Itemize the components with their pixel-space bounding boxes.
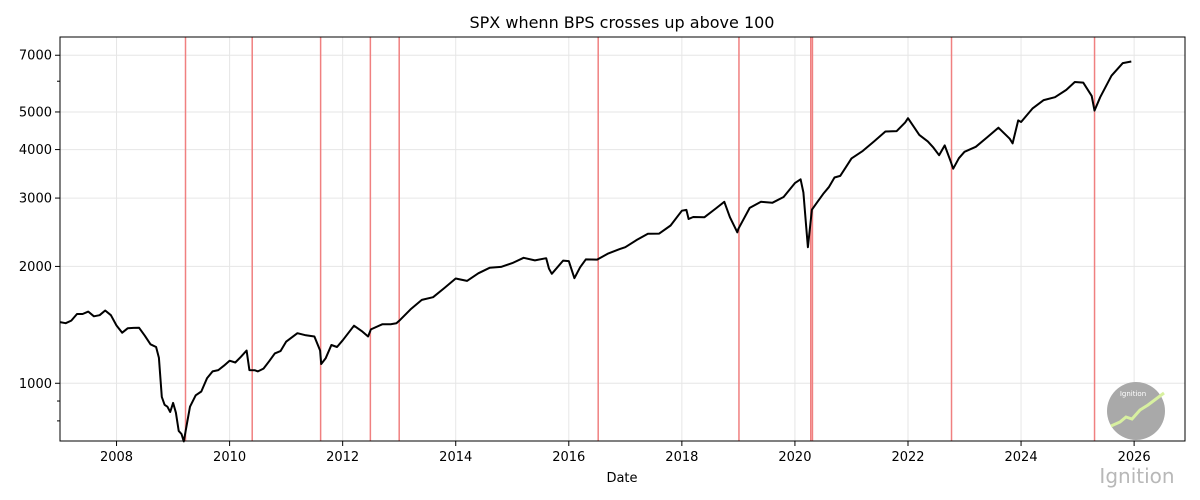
x-tick-label: 2008 <box>100 450 133 465</box>
series-line-spx <box>59 60 1132 443</box>
event-lines <box>184 37 1096 441</box>
grid-lines <box>60 37 1185 441</box>
chart-title: SPX whenn BPS crosses up above 100 <box>470 13 775 32</box>
y-tick-label: 3000 <box>19 192 52 207</box>
x-tick-label: 2010 <box>213 450 246 465</box>
y-axis: 1000 2000 3000 4000 5000 7000 <box>19 49 60 422</box>
x-tick-label: 2020 <box>778 450 811 465</box>
plot-frame <box>59 36 1186 442</box>
x-tick-label: 2016 <box>552 450 585 465</box>
watermark-text: Ignition <box>1099 464 1174 488</box>
x-axis: 2008 2010 2012 2014 2016 2018 2020 2022 2024 2026 <box>100 441 1151 465</box>
logo-label: Ignition <box>1120 390 1146 398</box>
logo-circle <box>1107 382 1165 440</box>
y-tick-label: 1000 <box>19 377 52 392</box>
x-tick-label: 2012 <box>326 450 359 465</box>
logo-trend-icon <box>1110 391 1165 428</box>
x-tick-label: 2018 <box>665 450 698 465</box>
x-tick-label: 2022 <box>891 450 924 465</box>
ignition-logo: Ignition <box>1107 382 1165 440</box>
x-tick-label: 2026 <box>1118 450 1151 465</box>
x-axis-label: Date <box>606 471 637 486</box>
x-tick-label: 2014 <box>439 450 472 465</box>
y-tick-label: 4000 <box>19 143 52 158</box>
y-tick-label: 2000 <box>19 260 52 275</box>
y-tick-label: 7000 <box>19 49 52 64</box>
x-tick-label: 2024 <box>1005 450 1038 465</box>
y-tick-label: 5000 <box>19 105 52 120</box>
